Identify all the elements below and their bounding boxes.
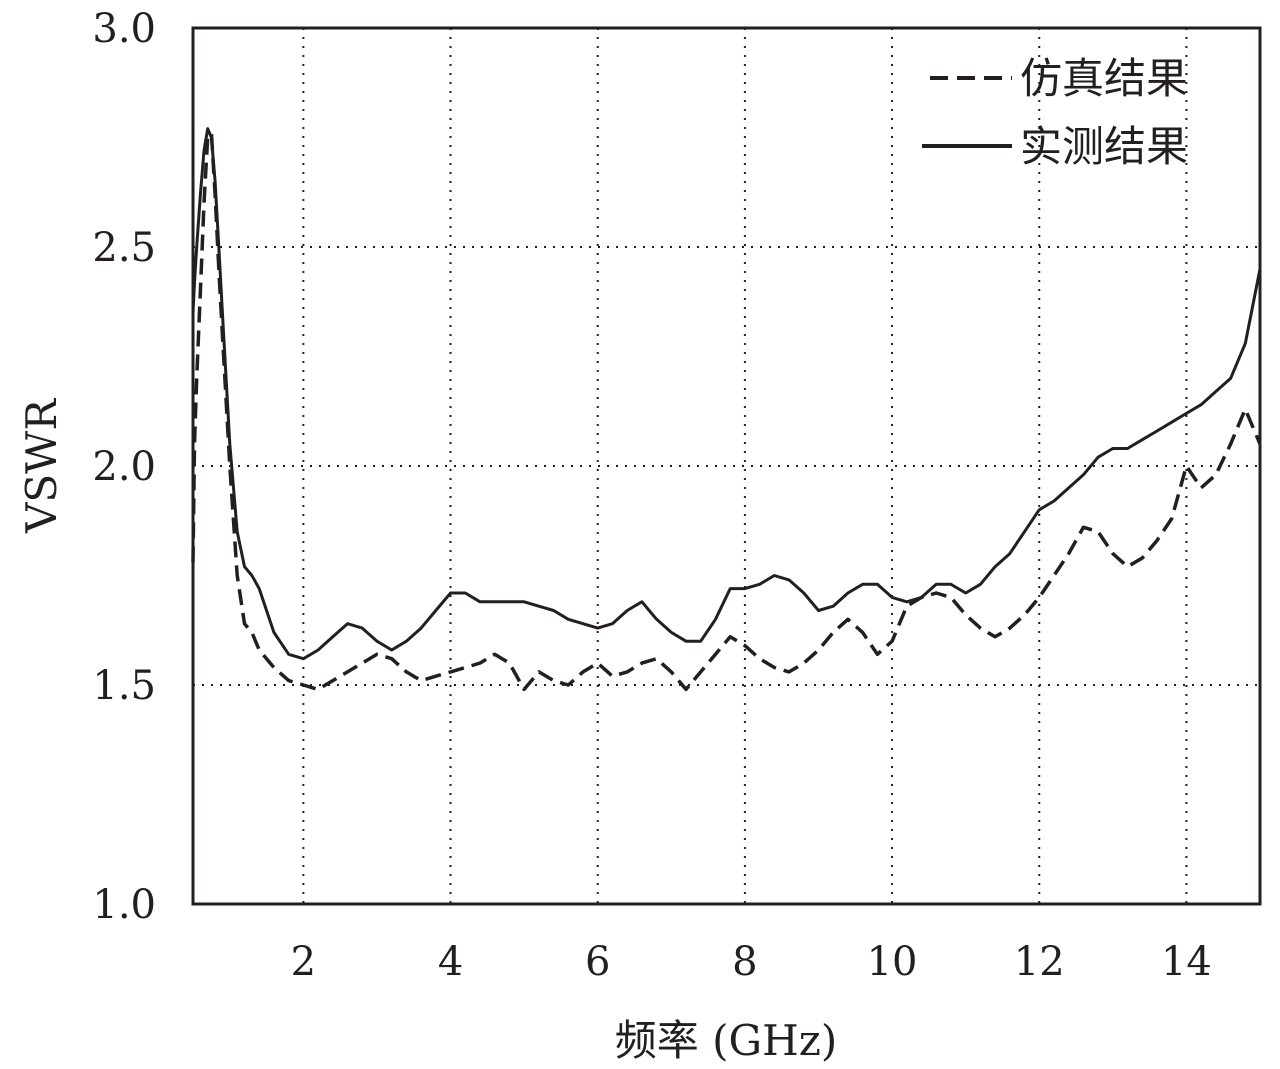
grid-lines [193,28,1260,904]
x-tick-label: 2 [291,939,316,985]
x-tick-label: 12 [1014,939,1065,985]
legend: 仿真结果 实测结果 [922,54,1188,171]
y-tick-label: 2.0 [92,444,156,490]
legend-label-simulation: 仿真结果 [1020,54,1188,103]
tick-labels: 2 4 6 8 10 12 14 1.0 1.5 2.0 2.5 3.0 [92,6,1211,985]
y-tick-label: 2.5 [92,225,156,271]
plot-frame [191,26,1262,906]
x-tick-label: 14 [1161,939,1212,985]
y-tick-label: 1.5 [92,663,156,709]
series-layer [191,127,1262,692]
series-line-simulation [191,131,1262,692]
y-axis-title: VSWR [17,398,66,534]
legend-label-measurement: 实测结果 [1020,122,1188,171]
series-line-measurement [191,127,1262,661]
x-tick-label: 8 [732,939,757,985]
x-tick-label: 4 [438,939,463,985]
y-tick-label: 3.0 [92,6,156,52]
x-tick-label: 6 [585,939,610,985]
y-tick-label: 1.0 [92,882,156,928]
x-tick-label: 10 [867,939,918,985]
x-axis-title: 频率 (GHz) [615,1016,837,1065]
